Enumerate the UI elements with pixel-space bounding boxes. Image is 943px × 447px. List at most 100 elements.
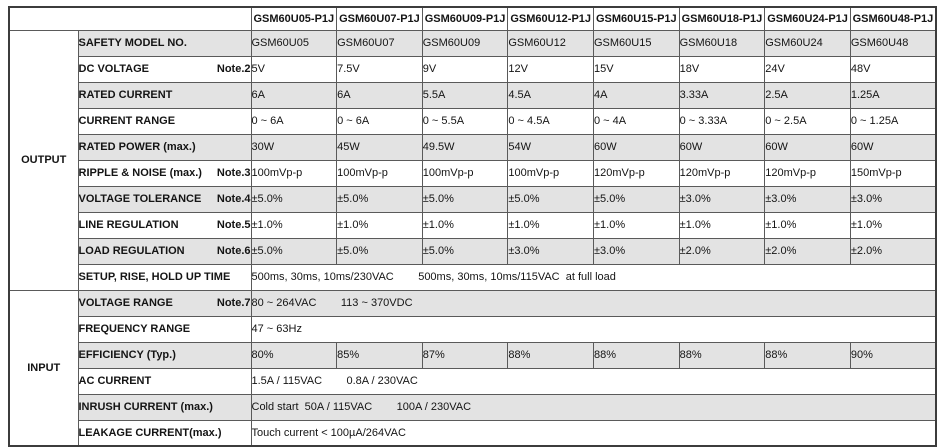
table-row: RATED POWER (max.) 30W 45W 49.5W 54W 60W 60W 60…: [9, 133, 937, 161]
spec-cell: ±5.0%: [336, 185, 423, 213]
spec-cell: 49.5W: [421, 133, 509, 161]
spec-cell: ±5.0%: [593, 185, 680, 213]
spec-cell: ±1.0%: [421, 211, 509, 239]
row-label-text: RATED CURRENT: [78, 89, 173, 101]
spec-cell: 0 ~ 3.33A: [678, 107, 766, 135]
spec-cell: 80%: [250, 341, 338, 369]
row-note: Note.3: [216, 167, 251, 179]
row-label-text: EFFICIENCY (Typ.): [78, 349, 176, 361]
spec-cell: ±1.0%: [849, 211, 937, 239]
row-label-text: LINE REGULATION: [78, 219, 179, 231]
spec-cell: 18V: [678, 55, 766, 83]
row-label-text: AC CURRENT: [78, 375, 152, 387]
spec-cell: ±5.0%: [336, 237, 423, 265]
spec-cell: 60W: [678, 133, 766, 161]
row-label-text: RATED POWER (max.): [78, 141, 196, 153]
table-row: OUTPUT SAFETY MODEL NO. GSM60U05 GSM60U07 GS…: [8, 29, 937, 291]
spec-cell: 15V: [593, 55, 680, 83]
spec-cell: 45W: [336, 133, 423, 161]
spec-cell: GSM60U48: [849, 29, 937, 57]
row-label: LOAD REGULATION Note.6: [77, 237, 252, 265]
row-label-text: VOLTAGE RANGE: [78, 297, 173, 309]
spec-cell: ±1.0%: [507, 211, 594, 239]
row-label: CURRENT RANGE: [77, 107, 252, 135]
table-row: EFFICIENCY (Typ.) 80% 85% 87% 88% 88% 88% 88% 90…: [9, 341, 937, 369]
row-label: LINE REGULATION Note.5: [77, 211, 252, 239]
spec-cell: 100mVp-p: [250, 159, 338, 187]
spec-cell: ±1.0%: [250, 211, 338, 239]
spec-cell: 3.33A: [678, 81, 766, 109]
section-label-output: OUTPUT: [8, 29, 79, 291]
row-label-text: LEAKAGE CURRENT(max.): [78, 426, 222, 439]
spec-cell: ±2.0%: [678, 237, 766, 265]
spec-cell: ±3.0%: [593, 237, 680, 265]
row-label: VOLTAGE RANGE Note.7: [77, 289, 252, 317]
table-row: DC VOLTAGE Note.2 5V 7.5V 9V 12V 15V 18V 24V 48V: [9, 55, 937, 83]
table-row: VOLTAGE TOLERANCE Note.4 ±5.0% ±5.0% ±5.0% ±5…: [9, 185, 937, 213]
spec-cell: 48V: [849, 55, 937, 83]
spec-cell: GSM60U24: [764, 29, 851, 57]
row-label-text: DC VOLTAGE: [78, 63, 149, 75]
spec-cell: GSM60U07: [336, 29, 423, 57]
spec-cell: 12V: [507, 55, 594, 83]
table-row: RIPPLE & NOISE (max.) Note.3 100mVp-p 100mV…: [9, 159, 937, 187]
table-row: LOAD REGULATION Note.6 ±5.0% ±5.0% ±5.0% ±3.0…: [9, 237, 937, 265]
column-header-model: GSM60U09-P1J: [421, 6, 509, 31]
spec-cell: ±1.0%: [678, 211, 766, 239]
spec-cell: 88%: [593, 341, 680, 369]
row-label: RATED POWER (max.): [77, 133, 252, 161]
spec-cell: 85%: [336, 341, 423, 369]
row-label-text: FREQUENCY RANGE: [78, 323, 191, 335]
column-header-model: GSM60U48-P1J: [849, 6, 937, 31]
spec-cell: ±5.0%: [250, 185, 338, 213]
row-label: INRUSH CURRENT (max.): [77, 393, 252, 421]
spec-cell: GSM60U09: [421, 29, 509, 57]
spec-cell: 1.25A: [849, 81, 937, 109]
spec-cell-span: Cold start 50A / 115VAC 100A / 230VAC: [250, 393, 937, 421]
spec-table: GSM60U05-P1J GSM60U07-P1J GSM60U09-P1J G…: [8, 6, 937, 447]
spec-cell: 60W: [764, 133, 851, 161]
row-label-text: INRUSH CURRENT (max.): [78, 401, 213, 413]
table-row: LINE REGULATION Note.5 ±1.0% ±1.0% ±1.0% ±1.0…: [9, 211, 937, 239]
spec-cell: 60W: [849, 133, 937, 161]
spec-cell: 120mVp-p: [764, 159, 851, 187]
spec-cell: 0 ~ 2.5A: [764, 107, 851, 135]
spec-cell: GSM60U18: [678, 29, 766, 57]
spec-cell: 9V: [421, 55, 509, 83]
table-row: AC CURRENT 1.5A / 115VAC 0.8A / 230VAC: [9, 367, 937, 395]
spec-cell: GSM60U05: [250, 29, 338, 57]
spec-cell: 5V: [250, 55, 338, 83]
spec-cell: ±5.0%: [421, 185, 509, 213]
spec-cell: 0 ~ 5.5A: [421, 107, 509, 135]
corner-cell: [8, 6, 252, 31]
spec-cell: 100mVp-p: [421, 159, 509, 187]
row-label-text: SETUP, RISE, HOLD UP TIME: [78, 271, 231, 283]
spec-cell: 30W: [250, 133, 338, 161]
spec-cell-span: 47 ~ 63Hz: [250, 315, 937, 343]
spec-cell: 7.5V: [336, 55, 423, 83]
spec-cell: 100mVp-p: [507, 159, 594, 187]
row-label: FREQUENCY RANGE: [77, 315, 252, 343]
row-label-text: SAFETY MODEL NO.: [78, 37, 187, 49]
spec-cell: 0 ~ 1.25A: [849, 107, 937, 135]
spec-cell: ±1.0%: [593, 211, 680, 239]
row-label: EFFICIENCY (Typ.): [77, 341, 252, 369]
spec-cell: 0 ~ 6A: [250, 107, 338, 135]
spec-cell: 54W: [507, 133, 594, 161]
row-note: Note.7: [216, 297, 251, 309]
row-label-text: CURRENT RANGE: [78, 115, 176, 127]
spec-cell: ±2.0%: [849, 237, 937, 265]
column-header-model: GSM60U15-P1J: [593, 6, 680, 31]
column-header-model: GSM60U18-P1J: [678, 6, 766, 31]
spec-cell: ±3.0%: [849, 185, 937, 213]
row-label: DC VOLTAGE Note.2: [77, 55, 252, 83]
spec-cell: 2.5A: [764, 81, 851, 109]
row-label: RATED CURRENT: [77, 81, 252, 109]
spec-cell: 88%: [678, 341, 766, 369]
row-label: RIPPLE & NOISE (max.) Note.3: [77, 159, 252, 187]
column-header-model: GSM60U05-P1J: [250, 6, 338, 31]
spec-cell: 6A: [336, 81, 423, 109]
row-note: Note.2: [216, 63, 251, 75]
row-label-text: RIPPLE & NOISE (max.): [78, 167, 202, 179]
